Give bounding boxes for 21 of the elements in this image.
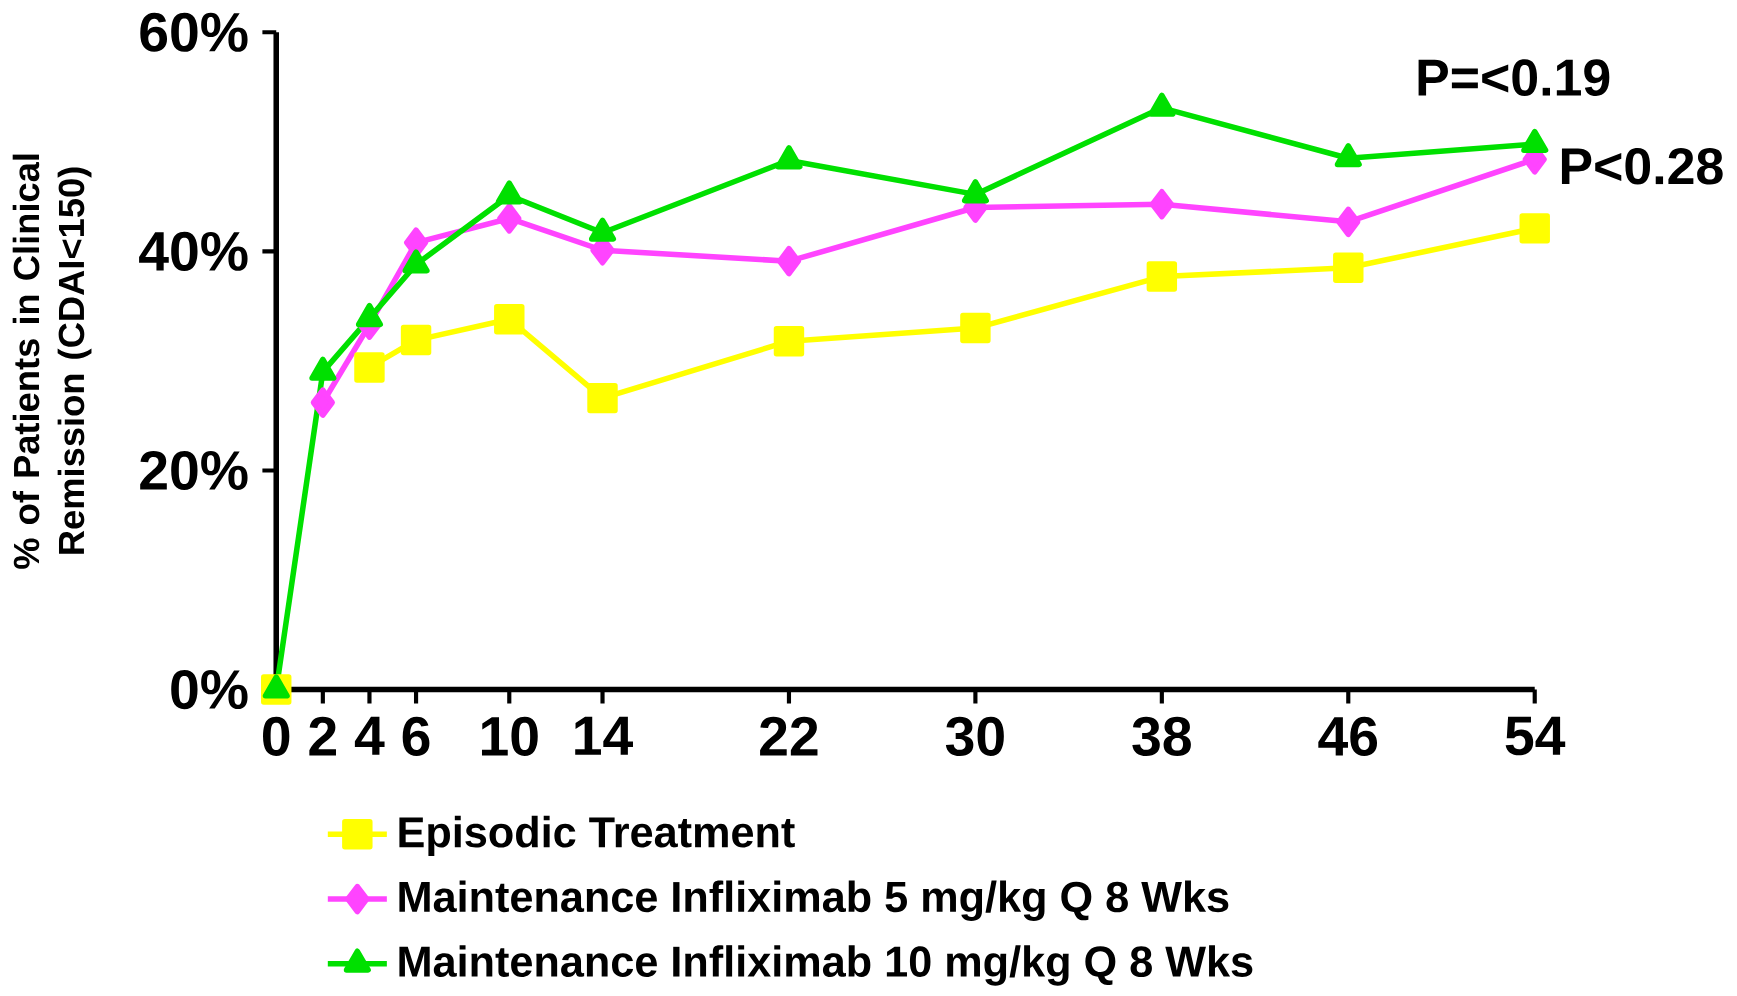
x-tick-label: 4 [354,716,385,755]
x-tick-label: 6 [402,716,430,756]
x-tick-label: 2 [309,716,336,756]
x-tick-label: 22 [760,716,818,756]
legend-label: Maintenance Infliximab 10 mg/kg Q 8 Wks [399,945,1253,986]
y-tick-label: 20% [140,450,248,491]
x-tick-label: 30 [945,716,1004,756]
annotation: P<0.28 [1561,147,1723,185]
annotation: P=<0.19 [1418,59,1610,96]
x-tick-label: 14 [575,716,633,755]
y-tick-label: 40% [139,231,248,271]
legend-label: Episodic Treatment [399,815,795,857]
x-tick-label: 0 [263,716,290,756]
y-axis-title: % of Patients in Clinical Remission (CDAI<150) [12,154,92,569]
legend-label: Maintenance Infliximab 5 mg/kg Q 8 Wks [399,880,1229,921]
x-tick-label: 10 [481,716,538,756]
x-tick-label: 46 [1318,716,1378,756]
x-tick-label: 54 [1505,716,1566,756]
y-tick-label: 60% [140,12,248,52]
y-tick-label: 0% [171,669,248,710]
x-tick-label: 38 [1132,716,1191,756]
